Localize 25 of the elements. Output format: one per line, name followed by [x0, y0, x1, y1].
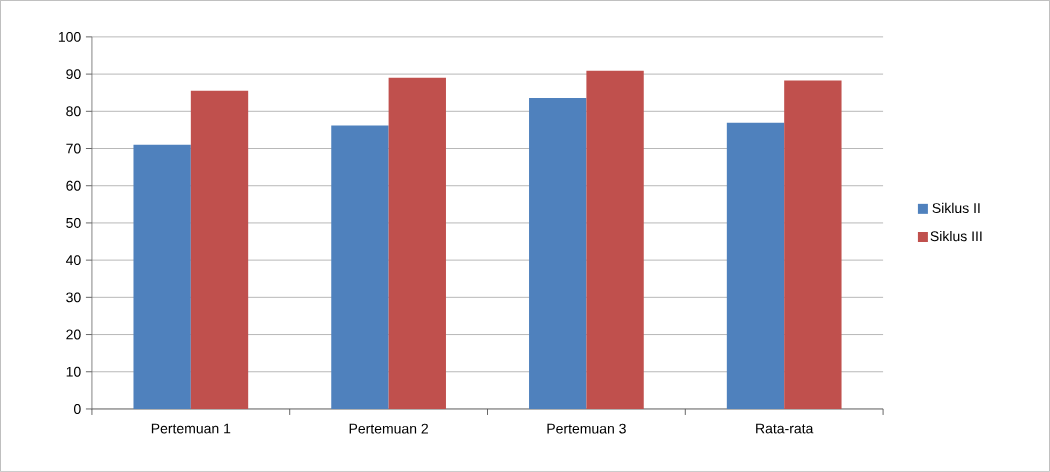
bar — [784, 80, 842, 410]
bar — [133, 144, 191, 410]
y-tick-label: 10 — [66, 366, 81, 377]
y-tick-label: 0 — [73, 404, 81, 414]
bar — [190, 90, 249, 410]
x-tick-label: Pertemuan 2 — [349, 423, 428, 434]
bar — [529, 97, 587, 410]
x-tick-label: Rata-rata — [756, 423, 814, 434]
x-tick-label: Pertemuan 1 — [151, 423, 231, 434]
bar — [726, 122, 785, 410]
y-tick-label: 80 — [66, 106, 81, 117]
bar — [388, 77, 446, 410]
bar — [331, 125, 389, 410]
bar — [586, 70, 644, 410]
y-tick-label: 40 — [65, 255, 81, 266]
y-tick-label: 20 — [66, 329, 81, 340]
y-tick-label: 50 — [66, 218, 81, 228]
y-tick-label: 60 — [66, 180, 81, 191]
y-tick-label: 30 — [66, 292, 81, 303]
legend-label: Siklus III — [930, 230, 982, 242]
legend-label: Siklus II — [932, 202, 980, 214]
y-tick-label: 90 — [66, 69, 81, 80]
x-tick-label: Pertemuan 3 — [547, 423, 626, 434]
y-tick-label: 100 — [58, 31, 81, 42]
y-tick-label: 70 — [66, 143, 81, 154]
